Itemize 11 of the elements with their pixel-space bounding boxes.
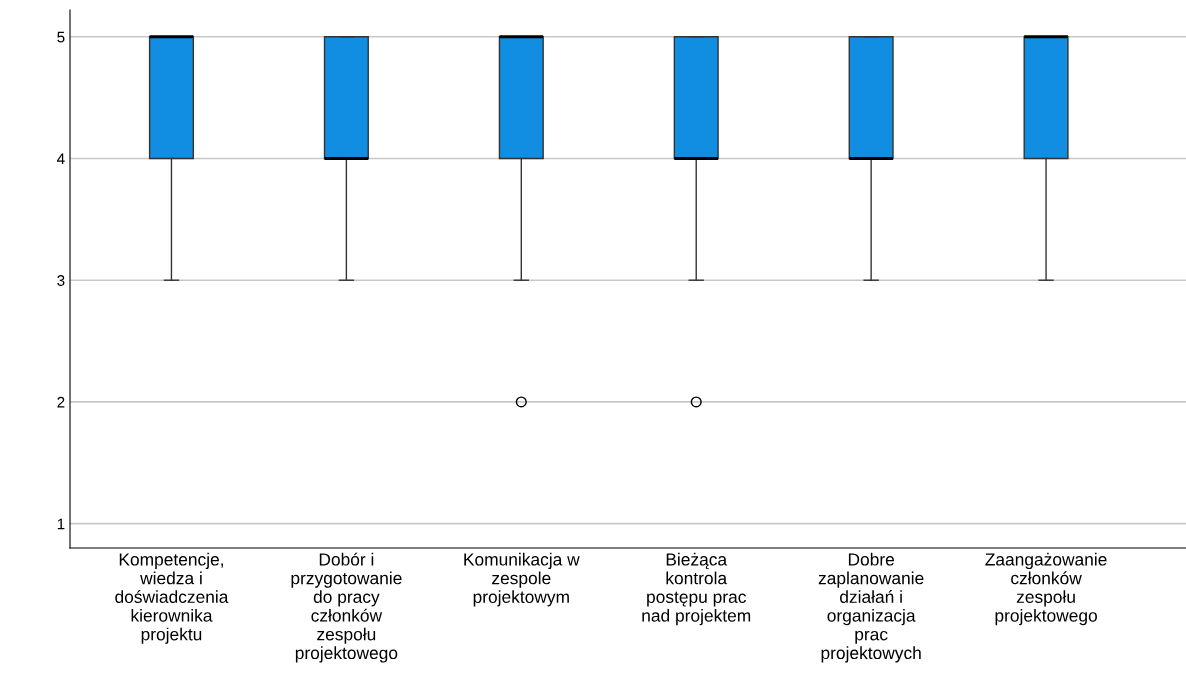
x-tick-label: Bieżąca kontrola postępu prac nad projektem <box>642 552 751 626</box>
x-tick-label: Dobór i przygotowanie do pracy członków zespołu projektowego <box>291 552 402 663</box>
y-tick-label: 5 <box>57 31 65 43</box>
y-tick-label: 1 <box>57 518 65 530</box>
y-tick-label: 4 <box>56 153 65 165</box>
y-tick-label: 3 <box>57 275 65 286</box>
y-tick-label: 2 <box>57 396 65 408</box>
x-tick-label: Zaangażowanie członków zespołu projektowego <box>985 552 1107 626</box>
x-tick-label: Kompetencje, wiedza i doświadczenia kierownika projektu <box>115 552 229 644</box>
x-tick-label: Dobre zaplanowanie działań i organizacja prac projektowych <box>818 552 924 663</box>
x-tick-label: Komunikacja w zespole projektowym <box>464 552 580 607</box>
